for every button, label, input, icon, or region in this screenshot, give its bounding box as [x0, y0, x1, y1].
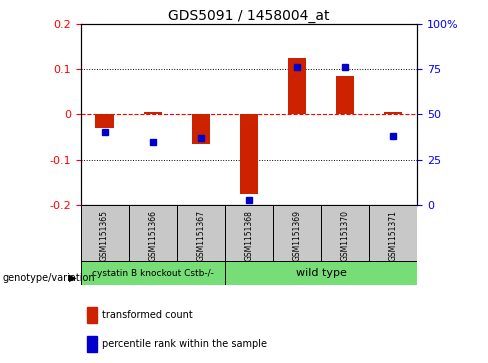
- Bar: [384, 112, 402, 114]
- Title: GDS5091 / 1458004_at: GDS5091 / 1458004_at: [168, 9, 329, 23]
- Text: transformed count: transformed count: [102, 310, 193, 320]
- Bar: [192, 114, 210, 144]
- Text: genotype/variation: genotype/variation: [2, 273, 95, 283]
- Text: wild type: wild type: [296, 268, 346, 278]
- Text: percentile rank within the sample: percentile rank within the sample: [102, 339, 267, 349]
- Text: GSM1151371: GSM1151371: [388, 210, 398, 261]
- Bar: [336, 76, 354, 114]
- Bar: [177, 205, 225, 263]
- Text: GSM1151367: GSM1151367: [196, 210, 205, 261]
- Bar: [81, 205, 129, 263]
- Bar: [321, 205, 369, 263]
- Text: cystatin B knockout Cstb-/-: cystatin B knockout Cstb-/-: [92, 269, 214, 278]
- Bar: [240, 114, 258, 194]
- Bar: [87, 307, 98, 323]
- Text: GSM1151368: GSM1151368: [244, 210, 253, 261]
- Bar: [87, 336, 98, 352]
- Bar: [225, 261, 417, 285]
- Text: GSM1151370: GSM1151370: [341, 210, 349, 261]
- Text: ▶: ▶: [68, 273, 76, 283]
- Bar: [81, 261, 225, 285]
- Bar: [369, 205, 417, 263]
- Bar: [273, 205, 321, 263]
- Bar: [96, 114, 114, 128]
- Text: GSM1151369: GSM1151369: [292, 210, 302, 261]
- Bar: [225, 205, 273, 263]
- Bar: [288, 58, 306, 114]
- Text: GSM1151366: GSM1151366: [148, 210, 157, 261]
- Bar: [143, 112, 162, 114]
- Text: GSM1151365: GSM1151365: [100, 210, 109, 261]
- Bar: [129, 205, 177, 263]
